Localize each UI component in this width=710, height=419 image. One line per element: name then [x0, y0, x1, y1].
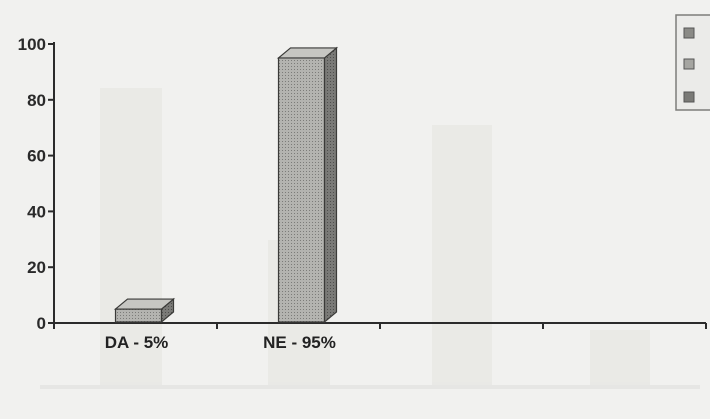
x-category-label: NE - 95% — [263, 333, 336, 352]
bar — [113, 297, 176, 324]
bar-side — [323, 46, 338, 324]
legend-swatch — [683, 58, 695, 70]
legend — [675, 14, 710, 111]
bar-front — [114, 308, 163, 323]
x-category-label: DA - 5% — [105, 333, 169, 352]
y-tick-label: 100 — [18, 35, 46, 54]
y-tick-label: 20 — [27, 258, 46, 277]
x-axis — [53, 322, 707, 329]
category-labels: DA - 5% NE - 95% — [105, 333, 336, 352]
y-tick-label: 0 — [37, 314, 46, 333]
bar-top — [113, 298, 176, 310]
y-tick-label: 80 — [27, 91, 46, 110]
y-tick-label: 40 — [27, 202, 46, 221]
legend-swatch — [683, 91, 695, 103]
bar — [276, 46, 339, 324]
bar-front — [277, 57, 326, 323]
y-tick-label: 60 — [27, 147, 46, 166]
legend-swatch — [683, 27, 695, 39]
bars — [113, 46, 339, 324]
bar-top — [276, 47, 339, 59]
y-axis: 0 20 40 60 80 100 — [18, 35, 55, 333]
